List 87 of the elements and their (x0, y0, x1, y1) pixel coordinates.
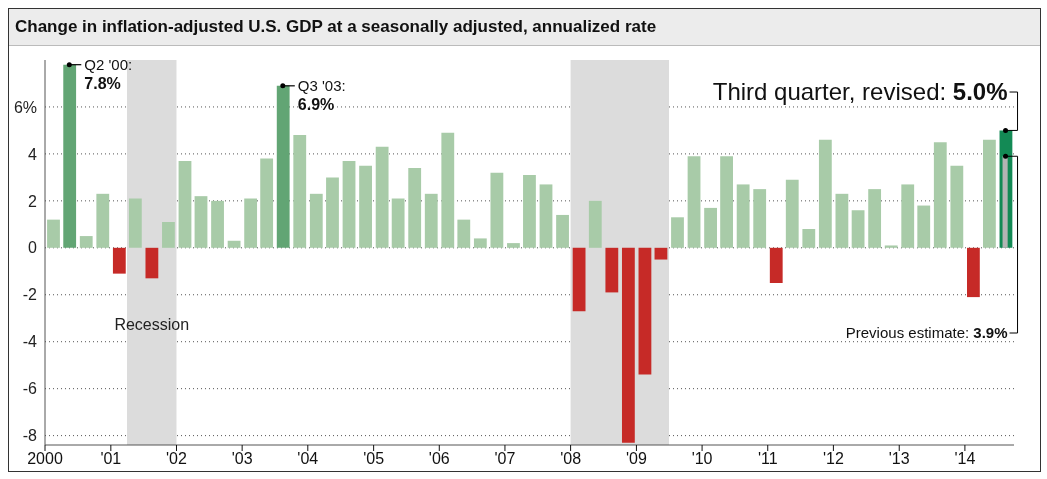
x-tick-label: '04 (297, 450, 319, 468)
y-tick-label: -4 (22, 333, 38, 351)
bar (868, 189, 882, 248)
y-tick-label: 0 (28, 239, 38, 257)
bar (950, 165, 964, 248)
x-tick-label: '02 (166, 450, 188, 468)
bar (917, 205, 931, 248)
bar (539, 184, 553, 248)
bar (835, 193, 849, 248)
annotation: Q2 '00: 7.8% (84, 55, 133, 92)
bar (276, 85, 290, 248)
x-tick-label: 2000 (27, 450, 63, 468)
bar (605, 247, 619, 293)
bar (359, 165, 372, 248)
bar (654, 247, 668, 260)
bar (178, 160, 192, 248)
bar (145, 247, 159, 279)
bar (79, 236, 93, 248)
bar (457, 219, 471, 248)
bar (441, 132, 455, 248)
bar (966, 247, 980, 298)
bar (884, 245, 898, 248)
bar (211, 200, 224, 248)
bar (802, 229, 816, 248)
bar (621, 247, 635, 443)
bar (424, 193, 438, 248)
x-tick-label: '01 (100, 450, 122, 468)
bar (112, 247, 126, 274)
bar (982, 139, 996, 248)
bar (391, 198, 405, 248)
bar (194, 196, 208, 248)
bar (720, 156, 733, 248)
annotation: Q3 '03: 6.9% (297, 76, 346, 113)
bar (408, 167, 422, 248)
bar (96, 193, 110, 248)
bar (293, 135, 307, 248)
bar (326, 177, 339, 248)
bar (375, 146, 389, 248)
annotation: Previous estimate: 3.9% (845, 324, 1008, 342)
bar (473, 238, 487, 248)
bar (556, 214, 569, 248)
x-tick-label: '03 (231, 450, 253, 468)
chart-title: Change in inflation-adjusted U.S. GDP at a seasonally adjusted, annualized rate (9, 9, 1040, 46)
bar (687, 156, 701, 248)
x-tick-label: '06 (428, 450, 450, 468)
bar (704, 207, 717, 248)
bar (671, 217, 684, 248)
bar (638, 247, 652, 375)
x-tick-label: '13 (888, 450, 910, 468)
bar (901, 184, 915, 248)
bar (342, 160, 356, 248)
bar (260, 158, 274, 248)
bar (572, 247, 586, 312)
bar (851, 210, 865, 248)
bar (128, 198, 142, 248)
x-tick-label: '09 (626, 450, 647, 468)
y-tick-label: -8 (22, 427, 38, 445)
bar (490, 172, 504, 248)
bar (736, 184, 750, 248)
bar (753, 189, 767, 248)
x-tick-label: '12 (822, 450, 844, 468)
bar (162, 221, 175, 248)
bar (818, 139, 832, 248)
bar (769, 247, 783, 284)
bar (785, 179, 799, 248)
x-tick-label: '11 (757, 450, 778, 468)
x-tick-label: '05 (363, 450, 385, 468)
bar (933, 142, 947, 248)
bar (523, 175, 536, 248)
band-label: Recession (114, 315, 190, 333)
y-tick-label: 2 (28, 192, 38, 210)
y-tick-label: -2 (22, 286, 38, 304)
bar (588, 200, 602, 248)
bar (63, 64, 77, 248)
x-tick-label: '07 (494, 450, 516, 468)
x-tick-label: '10 (691, 450, 713, 468)
bar (47, 219, 60, 248)
y-tick-label: 6% (13, 98, 37, 116)
bar (244, 198, 258, 248)
x-tick-label: '14 (954, 450, 976, 468)
bar (507, 243, 520, 248)
annotation: Third quarter, revised: 5.0% (712, 78, 1008, 106)
bar (309, 193, 323, 248)
y-tick-label: -6 (22, 380, 38, 398)
y-tick-label: 4 (28, 145, 38, 163)
bar (227, 240, 241, 248)
x-tick-label: '08 (560, 450, 582, 468)
